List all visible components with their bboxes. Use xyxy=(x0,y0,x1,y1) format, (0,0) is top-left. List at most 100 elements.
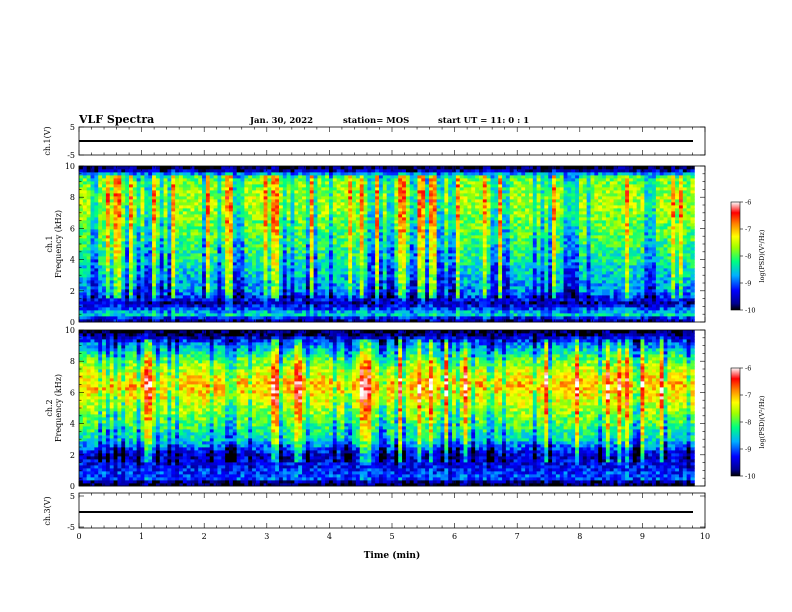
spectrogram-cell xyxy=(148,202,153,206)
spectrogram-cell xyxy=(294,307,299,311)
spectrogram-cell xyxy=(125,232,130,236)
spectrogram-cell xyxy=(90,217,95,221)
spectrogram-cell xyxy=(79,181,84,185)
spectrogram-cell xyxy=(332,265,338,269)
spectrogram-cell xyxy=(313,247,318,251)
spectrogram-cell xyxy=(275,319,280,323)
spectrogram-cell xyxy=(371,277,376,281)
spectrogram-cell xyxy=(252,187,257,191)
spectrogram-cell xyxy=(159,235,165,239)
spectrogram-cell xyxy=(198,268,203,272)
spectrogram-cell xyxy=(348,298,353,302)
spectrogram-cell xyxy=(390,220,395,224)
spectrogram-cell xyxy=(390,319,395,323)
spectrogram-cell xyxy=(298,277,303,281)
spectrogram-cell xyxy=(248,250,253,254)
spectrogram-cell xyxy=(359,256,365,260)
spectrogram-cell xyxy=(175,181,180,185)
spectrogram-cell xyxy=(305,211,311,215)
spectrogram-cell xyxy=(117,211,122,215)
spectrogram-cell xyxy=(298,169,303,173)
spectrogram-cell xyxy=(175,205,180,209)
spectrogram-cell xyxy=(409,313,414,317)
spectrogram-cell xyxy=(282,268,288,272)
spectrogram-cell xyxy=(182,181,188,185)
spectrogram-cell xyxy=(225,250,230,254)
spectrogram-cell xyxy=(305,193,311,197)
spectrogram-cell xyxy=(167,244,172,248)
spectrogram-cell xyxy=(155,175,161,179)
spectrogram-cell xyxy=(421,199,426,203)
spectrogram-cell xyxy=(194,238,199,242)
spectrogram-cell xyxy=(325,196,330,200)
spectrogram-cell xyxy=(290,274,295,278)
spectrogram-cell xyxy=(194,265,199,269)
spectrogram-cell xyxy=(398,304,403,308)
spectrogram-cell xyxy=(163,310,168,314)
spectrogram-cell xyxy=(328,271,334,275)
spectrogram-cell xyxy=(386,223,391,227)
spectrogram-cell xyxy=(386,268,391,272)
spectrogram-cell xyxy=(259,241,265,245)
spectrogram-cell xyxy=(228,277,234,281)
spectrogram-cell xyxy=(390,283,395,287)
spectrogram-cell xyxy=(328,280,334,284)
spectrogram-cell xyxy=(428,235,434,239)
spectrogram-cell xyxy=(209,271,215,275)
spectrogram-cell xyxy=(236,289,241,293)
spectrogram-cell xyxy=(244,184,249,188)
spectrogram-cell xyxy=(186,187,191,191)
spectrogram-cell xyxy=(98,313,103,317)
spectrogram-cell xyxy=(398,178,403,182)
spectrogram-cell xyxy=(409,169,414,173)
spectrogram-cell xyxy=(98,256,103,260)
spectrogram-cell xyxy=(271,262,276,266)
spectrogram-cell xyxy=(205,238,211,242)
spectrogram-cell xyxy=(121,298,126,302)
spectrogram-cell xyxy=(228,196,234,200)
spectrogram-cell xyxy=(167,166,172,170)
spectrogram-cell xyxy=(386,256,391,260)
spectrogram-cell xyxy=(152,256,157,260)
spectrogram-cell xyxy=(282,229,288,233)
spectrogram-cell xyxy=(278,247,284,251)
spectrogram-cell xyxy=(228,286,234,290)
spectrogram-cell xyxy=(225,283,230,287)
spectrogram-cell xyxy=(305,298,311,302)
spectrogram-cell xyxy=(82,256,88,260)
spectrogram-cell xyxy=(428,178,434,182)
spectrogram-cell xyxy=(117,199,122,203)
spectrogram-cell xyxy=(294,310,299,314)
spectrogram-cell xyxy=(105,277,111,281)
spectrogram-cell xyxy=(425,295,430,299)
spectrogram-cell xyxy=(436,235,441,239)
spectrogram-cell xyxy=(194,211,199,215)
spectrogram-cell xyxy=(332,172,338,176)
spectrogram-cell xyxy=(363,262,368,266)
spectrogram-cell xyxy=(148,184,153,188)
spectrogram-cell xyxy=(398,277,403,281)
spectrogram-cell xyxy=(375,271,380,275)
spectrogram-cell xyxy=(205,259,211,263)
spectrogram-cell xyxy=(228,274,234,278)
spectrogram-cell xyxy=(129,256,134,260)
spectrogram-cell xyxy=(232,316,238,320)
spectrogram-cell xyxy=(390,187,395,191)
spectrogram-cell xyxy=(417,277,422,281)
spectrogram-cell xyxy=(340,298,345,302)
spectrogram-cell xyxy=(228,307,234,311)
spectrogram-cell xyxy=(344,196,349,200)
spectrogram-cell xyxy=(409,265,414,269)
spectrogram-cell xyxy=(205,169,211,173)
spectrogram-cell xyxy=(179,265,184,269)
spectrogram-cell xyxy=(428,187,434,191)
spectrogram-cell xyxy=(194,292,199,296)
spectrogram-cell xyxy=(125,316,130,320)
spectrogram-cell xyxy=(348,172,353,176)
spectrogram-cell xyxy=(352,307,357,311)
spectrogram-cell xyxy=(136,223,141,227)
spectrogram-cell xyxy=(198,277,203,281)
spectrogram-cell xyxy=(278,250,284,254)
spectrogram-cell xyxy=(421,238,426,242)
spectrogram-cell xyxy=(190,220,195,224)
